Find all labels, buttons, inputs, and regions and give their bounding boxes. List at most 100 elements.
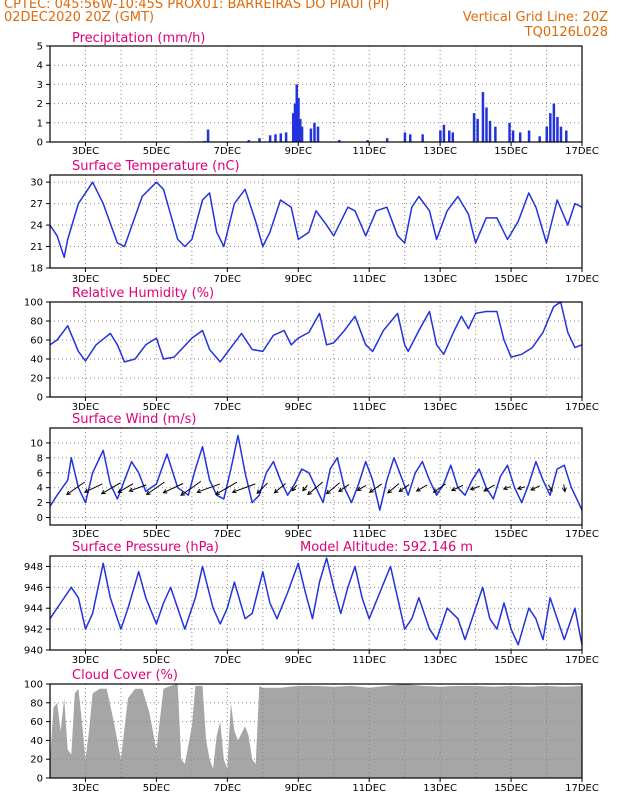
x-tick-label: 15DEC [494,402,528,413]
y-tick-label: 948 [24,562,43,573]
x-tick-label: 7DEC [214,529,241,540]
y-tick-label: 6 [37,468,43,479]
wind-arrow [146,481,165,495]
x-tick-label: 7DEC [214,783,241,794]
x-tick-label: 3DEC [72,529,99,540]
wind-arrow-head [469,486,475,491]
precip-bar [556,117,559,142]
wind-arrow [163,483,184,494]
y-tick-label: 80 [30,317,43,328]
wind-arrow [530,485,541,491]
wind-arrow-head [530,486,536,491]
y-tick-label: 940 [24,646,43,657]
y-tick-label: 942 [24,625,43,636]
wind-arrow [503,486,511,490]
precip-bar [284,132,288,142]
wind-arrow-head [325,489,331,495]
y-tick-label: 100 [24,298,43,309]
header-station: CPTEC: 045:56W-10:45S PROX01: BARREIRAS … [4,0,390,12]
x-tick-label: 5DEC [143,529,170,540]
x-tick-label: 5DEC [143,146,170,157]
wind-arrow-head [502,485,508,491]
y-tick-label: 3 [37,80,43,91]
x-tick-label: 5DEC [143,783,170,794]
y-tick-label: 8 [37,453,43,464]
wind-arrow [101,482,121,495]
wind-arrow [274,483,286,494]
x-tick-label: 17DEC [565,402,599,413]
panel-frame [49,427,583,526]
x-tick-label: 5DEC [143,402,170,413]
y-tick-label: 40 [30,736,43,747]
precip-bar [299,118,302,142]
y-tick-label: 4 [37,483,43,494]
wind-arrow-head [196,488,202,494]
precip-bar [518,132,522,142]
y-tick-label: 100 [24,680,43,691]
y-tick-label: 60 [30,717,43,728]
wind-arrow [338,484,350,492]
panel-frame [49,683,583,779]
x-tick-label: 5DEC [143,655,170,666]
cloud-cover-area [50,684,582,778]
y-tick-label: 27 [30,199,43,210]
y-tick-label: 10 [30,438,43,449]
wind-arrow-head [83,488,89,493]
wind-arrow-head [548,487,553,493]
model-altitude-label: Model Altitude: 592.146 m [300,540,473,555]
precip-bar [451,132,455,142]
wind-arrow-head [117,488,123,493]
y-tick-label: 20 [30,755,43,766]
precip-bar [293,103,297,142]
precip-bar [206,129,210,142]
wind-arrow-head [128,487,134,493]
x-tick-label: 5DEC [143,274,170,285]
panel-title: Cloud Cover (%) [72,668,178,683]
y-tick-label: 40 [30,355,43,366]
precip-bar [258,138,261,142]
y-tick-label: 21 [30,242,43,253]
x-tick-label: 11DEC [352,655,386,666]
wind-arrow [291,484,298,492]
wind-arrow [451,484,464,491]
wind-arrow-head [368,488,374,493]
wind-arrow-head [398,487,404,493]
wind-arrow-head [100,489,106,495]
x-tick-label: 13DEC [423,146,457,157]
precip-bar [488,120,492,142]
x-tick-label: 9DEC [285,402,312,413]
y-tick-label: 5 [37,42,43,53]
wind-arrow [256,482,268,494]
precip-bar [538,136,541,142]
wind-arrow-head [450,486,456,492]
precip-bar [408,134,412,142]
x-tick-label: 11DEC [352,783,386,794]
precip-bar [274,134,277,142]
y-tick-label: 24 [30,221,43,232]
x-tick-label: 11DEC [352,146,386,157]
precip-bar [494,126,497,142]
x-tick-label: 13DEC [423,655,457,666]
y-tick-label: 2 [37,498,43,509]
x-tick-label: 7DEC [214,146,241,157]
precip-bar [527,130,531,142]
x-tick-label: 3DEC [72,146,99,157]
precip-bar [366,140,369,142]
wind-arrow-head [562,487,567,493]
wind-arrow [302,484,308,492]
wind-arrow-head [307,490,312,496]
x-tick-label: 7DEC [214,274,241,285]
wind-arrow [563,484,566,492]
precip-bar [511,130,515,142]
x-tick-label: 7DEC [214,402,241,413]
panel-frame [49,301,583,398]
x-tick-label: 15DEC [494,783,528,794]
header-run-date: 02DEC2020 20Z (GMT) [4,10,155,25]
y-tick-label: 2 [37,99,43,110]
panel-title: Relative Humidity (%) [72,286,214,301]
x-tick-label: 3DEC [72,274,99,285]
header-grid-line: Vertical Grid Line: 20Z [462,10,608,25]
precip-bar [559,126,563,142]
header-model: TQ0126L028 [524,25,608,40]
